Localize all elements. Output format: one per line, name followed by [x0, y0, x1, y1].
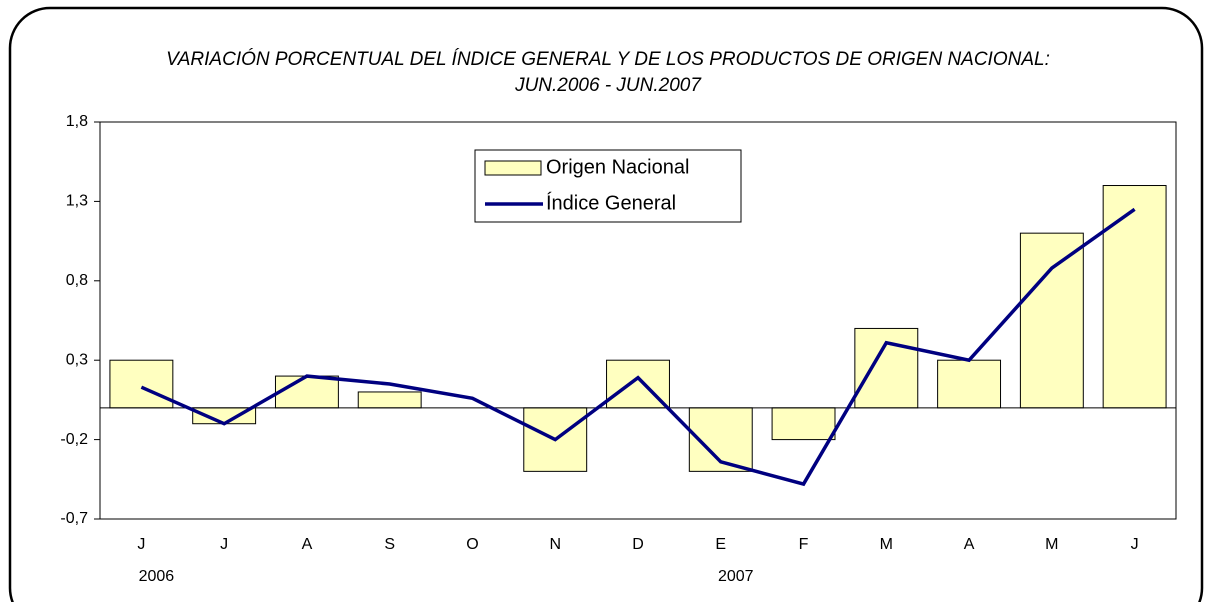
- x-tick-label: E: [715, 536, 726, 553]
- chart-title: VARIACIÓN PORCENTUAL DEL ÍNDICE GENERAL …: [166, 48, 1050, 70]
- bar: [854, 327, 919, 409]
- x-tick-label: J: [220, 536, 228, 553]
- y-tick-label: 1,8: [66, 113, 88, 130]
- x-tick-label: S: [384, 536, 395, 553]
- x-tick-label: A: [302, 536, 313, 553]
- y-tick-label: 0,8: [66, 272, 88, 289]
- bar: [937, 359, 1002, 409]
- y-tick-label: -0,2: [60, 431, 88, 448]
- x-tick-label: J: [1131, 536, 1139, 553]
- x-tick-label: J: [137, 536, 145, 553]
- bar: [357, 391, 422, 409]
- bar: [1102, 185, 1167, 409]
- y-tick-label: 0,3: [66, 351, 88, 368]
- legend-label: Origen Nacional: [546, 156, 689, 178]
- x-tick-label: F: [799, 536, 809, 553]
- y-tick-label: -0,7: [60, 510, 88, 527]
- legend-swatch: [484, 160, 542, 176]
- frame: [8, 6, 1204, 602]
- bar: [109, 359, 174, 409]
- bar: [274, 375, 339, 409]
- legend-label: Índice General: [546, 191, 676, 214]
- y-tick-label: 1,3: [66, 193, 88, 210]
- x-tick-label: N: [549, 536, 561, 553]
- line: [140, 207, 1136, 487]
- x-group-label: 2007: [718, 568, 754, 585]
- x-group-label: 2006: [139, 568, 175, 585]
- chart-subtitle: JUN.2006 - JUN.2007: [514, 75, 702, 96]
- x-tick-label: O: [466, 536, 478, 553]
- x-tick-label: M: [1045, 536, 1058, 553]
- bar: [1019, 232, 1084, 409]
- bar: [771, 407, 836, 441]
- x-tick-label: A: [964, 536, 975, 553]
- plot-area: [99, 121, 1177, 520]
- x-tick-label: D: [632, 536, 644, 553]
- x-tick-label: M: [880, 536, 893, 553]
